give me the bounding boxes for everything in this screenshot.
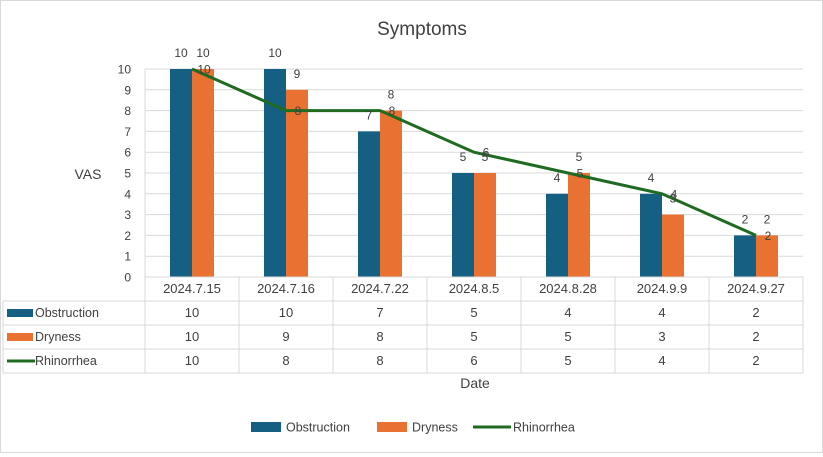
data-label-rhinorrhea: 4: [671, 187, 678, 201]
table-series-name: Dryness: [35, 330, 81, 344]
table-cell: 5: [564, 353, 571, 368]
x-category-label: 2024.8.5: [449, 281, 500, 296]
bar-obstruction-3: [452, 173, 474, 277]
data-label-dryness: 2: [764, 212, 771, 226]
bar-obstruction-2: [358, 131, 380, 277]
table-cell: 10: [185, 329, 199, 344]
data-label-rhinorrhea: 5: [577, 167, 584, 181]
y-axis-title: VAS: [75, 166, 102, 182]
table-cell: 3: [658, 329, 665, 344]
y-tick-label: 3: [124, 208, 131, 222]
bar-obstruction-0: [170, 69, 192, 277]
data-label-rhinorrhea: 6: [483, 146, 490, 160]
line-rhinorrhea: [191, 67, 757, 237]
table-cell: 2: [752, 305, 759, 320]
y-tick-label: 8: [124, 104, 131, 118]
table-cell: 8: [376, 329, 383, 344]
bar-dryness-1: [286, 89, 308, 277]
bar-dryness-3: [474, 173, 496, 277]
table-series-name: Rhinorrhea: [35, 354, 97, 368]
y-tick-label: 4: [124, 187, 131, 201]
table-cell: 8: [376, 353, 383, 368]
data-label-dryness: 10: [196, 46, 210, 60]
legend: Obstruction Dryness Rhinorrhea: [251, 421, 575, 435]
table-cell: 4: [658, 353, 665, 368]
table-series-name: Obstruction: [35, 306, 99, 320]
y-axis-ticks: 0 1 2 3 4 5 6 7 8 9 10: [118, 63, 132, 285]
table-cell: 2: [752, 353, 759, 368]
table-key-dryness: [7, 333, 33, 341]
x-category-label: 2024.7.22: [351, 281, 409, 296]
data-label-rhinorrhea: 8: [389, 104, 396, 118]
data-label-obstruction: 5: [460, 150, 467, 164]
y-tick-label: 1: [124, 250, 131, 264]
table-cell: 10: [279, 305, 293, 320]
legend-key-obstruction: [251, 422, 281, 432]
table-cell: 5: [470, 305, 477, 320]
y-tick-label: 6: [124, 146, 131, 160]
bar-obstruction-4: [546, 193, 568, 277]
bar-obstruction-5: [640, 193, 662, 277]
data-label-obstruction: 10: [174, 46, 188, 60]
x-category-label: 2024.9.27: [727, 281, 785, 296]
rhinorrhea-line: [191, 67, 757, 237]
data-label-obstruction: 4: [648, 171, 655, 185]
table-cell: 4: [564, 305, 571, 320]
y-tick-label: 9: [124, 83, 131, 97]
y-tick-label: 5: [124, 167, 131, 181]
table-cell: 10: [185, 305, 199, 320]
bar-dryness-4: [568, 173, 590, 277]
bars: [170, 69, 778, 277]
data-label-obstruction: 10: [268, 46, 282, 60]
y-tick-label: 0: [124, 271, 131, 285]
legend-label-rhinorrhea: Rhinorrhea: [513, 421, 575, 435]
table-key-obstruction: [7, 309, 33, 317]
bar-obstruction-6: [734, 235, 756, 277]
data-label-obstruction: 4: [554, 171, 561, 185]
data-label-dryness: 3: [670, 192, 677, 206]
legend-key-dryness: [377, 422, 407, 432]
table-cell: 2: [752, 329, 759, 344]
bar-dryness-0: [192, 69, 214, 277]
table-cell: 10: [185, 353, 199, 368]
data-table: 2024.7.15 2024.7.16 2024.7.22 2024.8.5 2024.…: [2, 69, 804, 374]
table-cell: 5: [470, 329, 477, 344]
data-label-rhinorrhea: 10: [197, 63, 211, 77]
legend-label-obstruction: Obstruction: [286, 421, 350, 435]
y-tick-label: 10: [118, 63, 132, 77]
table-cell: 4: [658, 305, 665, 320]
data-label-dryness: 8: [388, 88, 395, 102]
bar-dryness-2: [380, 110, 402, 277]
data-label-obstruction: 7: [366, 108, 373, 122]
table-cell: 8: [282, 353, 289, 368]
x-category-label: 2024.7.16: [257, 281, 315, 296]
x-category-label: 2024.8.28: [539, 281, 597, 296]
data-label-dryness: 9: [294, 67, 301, 81]
table-cell: 9: [282, 329, 289, 344]
chart-title: Symptoms: [377, 19, 467, 40]
x-axis-title: Date: [460, 375, 490, 391]
table-cell: 7: [376, 305, 383, 320]
data-label-dryness: 5: [482, 150, 489, 164]
data-label-rhinorrhea: 2: [765, 229, 772, 243]
bar-dryness-5: [662, 214, 684, 277]
data-label-rhinorrhea: 8: [295, 104, 302, 118]
bar-dryness-6: [756, 235, 778, 277]
data-label-obstruction: 2: [742, 212, 749, 226]
data-label-dryness: 5: [576, 150, 583, 164]
x-category-label: 2024.9.9: [637, 281, 688, 296]
bar-obstruction-1: [264, 69, 286, 277]
table-cell: 5: [564, 329, 571, 344]
x-category-label: 2024.7.15: [163, 281, 221, 296]
legend-label-dryness: Dryness: [412, 421, 458, 435]
y-tick-label: 2: [124, 229, 131, 243]
y-tick-label: 7: [124, 125, 131, 139]
table-cell: 6: [470, 353, 477, 368]
